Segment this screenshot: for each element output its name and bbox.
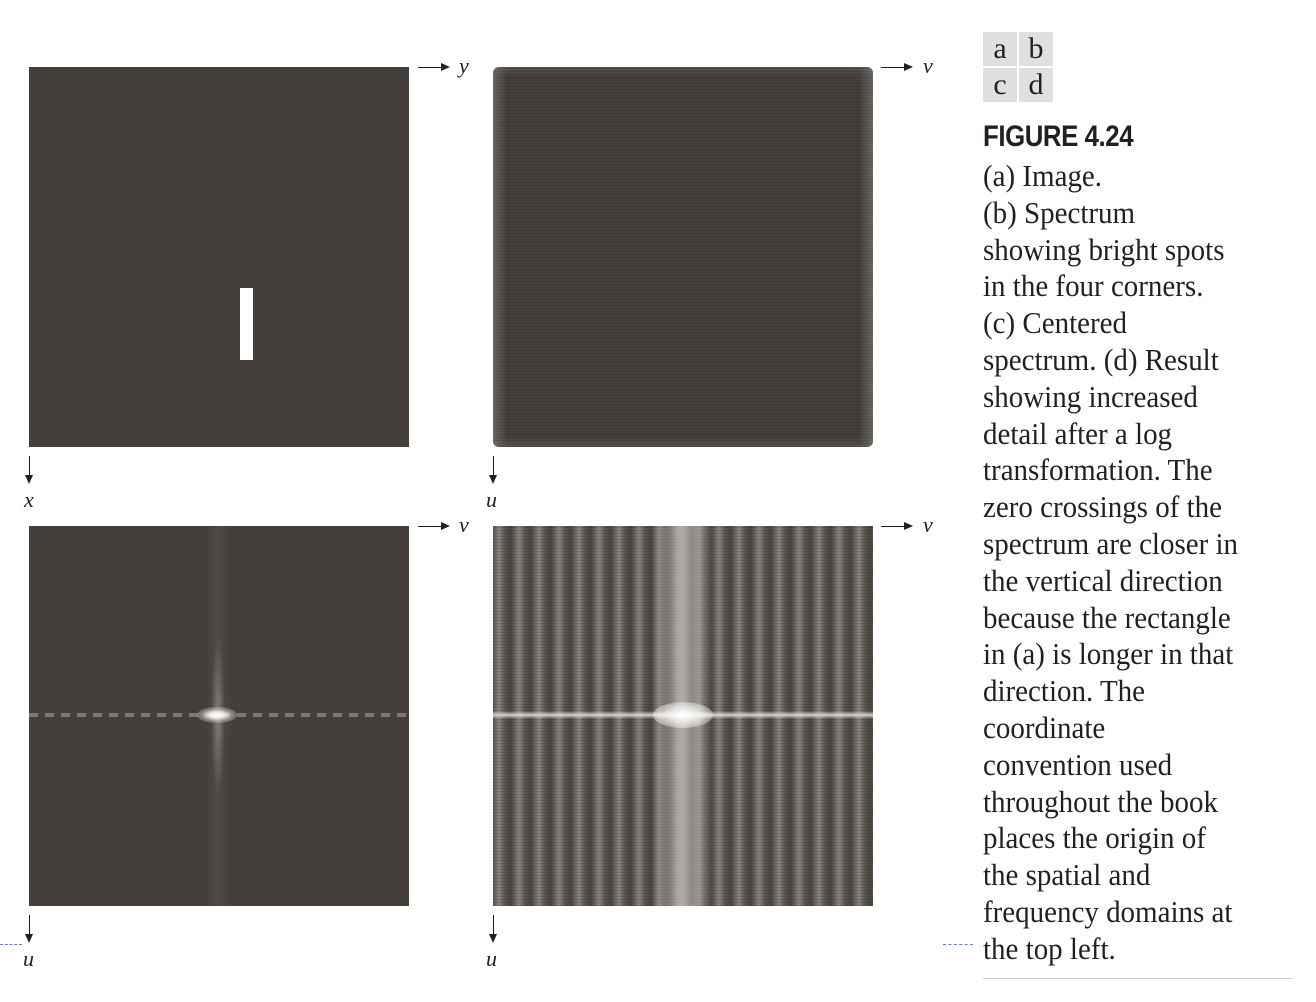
- dashed-guide-left: [0, 944, 22, 945]
- axis-label-v: v: [923, 53, 933, 78]
- panel-key-grid: a b c d: [983, 32, 1053, 102]
- axis-line: [418, 67, 442, 68]
- image-panel-a: [29, 67, 409, 447]
- caption-line: coordinate: [983, 710, 1106, 745]
- caption-rule-divider: [983, 978, 1293, 979]
- caption-line: places the origin of: [983, 821, 1206, 856]
- caption-line: convention used: [983, 747, 1173, 782]
- axis-line: [493, 456, 494, 476]
- caption-line: showing bright spots: [983, 232, 1225, 267]
- axis-line: [881, 67, 905, 68]
- caption-line: detail after a log: [983, 416, 1173, 451]
- caption-line: (b) Spectrum: [983, 195, 1136, 230]
- spectrum-panel-b: [493, 67, 873, 447]
- caption-line: the vertical direction: [983, 563, 1223, 598]
- axis-label-x: x: [24, 487, 34, 512]
- caption-line: spectrum are closer in: [983, 526, 1239, 561]
- key-cell-a: a: [983, 32, 1017, 66]
- spectrum-edge-brightness: [493, 67, 873, 447]
- axis-line: [493, 915, 494, 935]
- centered-spectrum-panel-c: [29, 526, 409, 906]
- caption-line: (c) Centered: [983, 306, 1127, 341]
- spectrum-center-spot: [653, 702, 713, 728]
- arrow-down-icon: [25, 475, 33, 484]
- caption-line: the top left.: [983, 931, 1116, 966]
- figure-title: FIGURE 4.24: [983, 120, 1134, 153]
- axis-label-v: v: [459, 512, 469, 537]
- arrow-down-icon: [25, 934, 33, 943]
- axis-label-u: u: [486, 487, 497, 512]
- axis-line: [881, 526, 905, 527]
- log-spectrum-panel-d: [493, 526, 873, 906]
- key-cell-d: d: [1019, 68, 1053, 102]
- caption-line: spectrum. (d) Result: [983, 342, 1219, 377]
- axis-line: [418, 526, 442, 527]
- caption-line: (a) Image.: [983, 159, 1103, 193]
- caption-line: the spatial and: [983, 858, 1151, 893]
- arrow-right-icon: [904, 63, 913, 71]
- caption-line: transformation. The: [983, 453, 1213, 488]
- arrow-right-icon: [441, 522, 450, 530]
- dashed-guide-right: [943, 944, 973, 945]
- arrow-down-icon: [489, 934, 497, 943]
- axis-line: [29, 456, 30, 476]
- axis-label-y: y: [459, 53, 469, 78]
- caption-line: in (a) is longer in that: [983, 637, 1234, 672]
- key-cell-b: b: [1019, 32, 1053, 66]
- caption-line: frequency domains at: [983, 894, 1233, 929]
- axis-label-u: u: [486, 946, 497, 971]
- caption-line: showing increased: [983, 379, 1198, 414]
- caption-line: throughout the book: [983, 784, 1219, 819]
- arrow-right-icon: [904, 522, 913, 530]
- caption-line: direction. The: [983, 674, 1146, 709]
- caption-line: zero crossings of the: [983, 490, 1222, 525]
- caption-line: because the rectangle: [983, 600, 1231, 635]
- caption-line: in the four corners.: [983, 269, 1204, 304]
- arrow-right-icon: [441, 63, 450, 71]
- axis-label-u: u: [23, 946, 34, 971]
- axis-label-v: v: [923, 512, 933, 537]
- key-cell-c: c: [983, 68, 1017, 102]
- spectrum-center-spot: [197, 707, 237, 723]
- arrow-down-icon: [489, 475, 497, 484]
- axis-line: [29, 915, 30, 935]
- figure-caption: (a) Image. (b) Spectrum showing bright s…: [983, 158, 1313, 968]
- white-rectangle: [240, 288, 253, 360]
